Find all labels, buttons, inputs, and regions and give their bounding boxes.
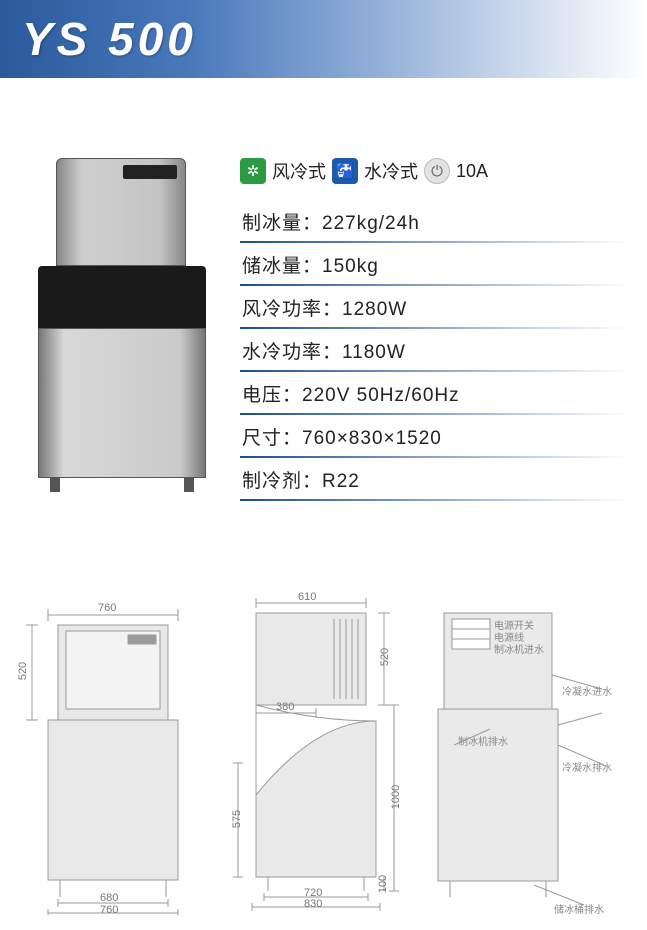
spec-column: ✲ 风冷式 🚰 水冷式 ⏻ 10A 制冰量：227kg/24h 储冰量：150k… — [240, 158, 629, 501]
dim-side-height: 520 — [17, 662, 29, 680]
dim-lower-h: 575 — [231, 810, 243, 828]
fan-icon: ✲ — [240, 158, 266, 184]
machine-hopper — [38, 266, 206, 328]
plug-icon: ⏻ — [424, 158, 450, 184]
spec-voltage: 电压：220V 50Hz/60Hz — [240, 372, 629, 415]
rear-view: 电源开关 电源线 制冰机进水 冷凝水进水 制冰机排水 冷凝水排水 储冰桶排水 — [434, 605, 614, 915]
spec-label: 电压： — [242, 385, 302, 406]
dim-base-inner: 680 — [100, 892, 118, 904]
spec-refrigerant: 制冷剂：R22 — [240, 458, 629, 501]
spec-dimensions: 尺寸：760×830×1520 — [240, 415, 629, 458]
dim-body-h: 1000 — [390, 785, 402, 809]
spec-ice-capacity: 制冰量：227kg/24h — [240, 200, 629, 243]
spec-value: 150kg — [322, 256, 379, 277]
dim-side-outer: 830 — [304, 898, 322, 910]
cooling-icons-row: ✲ 风冷式 🚰 水冷式 ⏻ 10A — [240, 158, 629, 184]
title-banner: YS 500 — [0, 0, 647, 78]
machine-legs — [38, 478, 206, 492]
plug-label: 10A — [456, 161, 488, 182]
spec-value: 1180W — [342, 342, 406, 363]
label-cool-drain: 冷凝水排水 — [562, 759, 612, 774]
tap-label: 水冷式 — [364, 158, 418, 184]
label-ice-drain: 制冰机排水 — [458, 733, 508, 748]
model-title: YS 500 — [22, 12, 197, 66]
label-water-in: 制冰机进水 — [494, 641, 544, 656]
spec-value: 760×830×1520 — [302, 428, 442, 449]
technical-drawings: 760 520 680 760 — [18, 585, 630, 915]
product-image — [18, 158, 218, 498]
spec-label: 水冷功率： — [242, 342, 342, 363]
dim-top-width: 760 — [98, 602, 116, 614]
spec-value: 220V 50Hz/60Hz — [302, 385, 460, 406]
dim-side-top: 610 — [298, 591, 316, 603]
spec-value: R22 — [322, 471, 360, 492]
dim-base-outer: 760 — [100, 904, 118, 916]
fan-label: 风冷式 — [272, 158, 326, 184]
dim-upper-h: 520 — [379, 648, 391, 666]
spec-value: 1280W — [342, 299, 407, 320]
spec-value: 227kg/24h — [322, 213, 420, 234]
side-view: 610 380 520 575 1000 100 720 830 — [216, 595, 406, 915]
machine-body — [38, 328, 206, 478]
label-cool-in: 冷凝水进水 — [562, 683, 612, 698]
machine-head — [56, 158, 186, 266]
spec-storage: 储冰量：150kg — [240, 243, 629, 286]
spec-label: 风冷功率： — [242, 299, 342, 320]
label-bin-drain: 储冰桶排水 — [554, 901, 604, 916]
spec-water-power: 水冷功率：1180W — [240, 329, 629, 372]
spec-air-power: 风冷功率：1280W — [240, 286, 629, 329]
dim-leg: 100 — [377, 875, 389, 893]
spec-label: 制冷剂： — [242, 471, 322, 492]
spec-label: 储冰量： — [242, 256, 322, 277]
main-content: ✲ 风冷式 🚰 水冷式 ⏻ 10A 制冰量：227kg/24h 储冰量：150k… — [0, 158, 647, 501]
tap-icon: 🚰 — [332, 158, 358, 184]
dim-shelf: 380 — [276, 701, 294, 713]
spec-label: 制冰量： — [242, 213, 322, 234]
front-view: 760 520 680 760 — [18, 605, 188, 915]
spec-label: 尺寸： — [242, 428, 302, 449]
